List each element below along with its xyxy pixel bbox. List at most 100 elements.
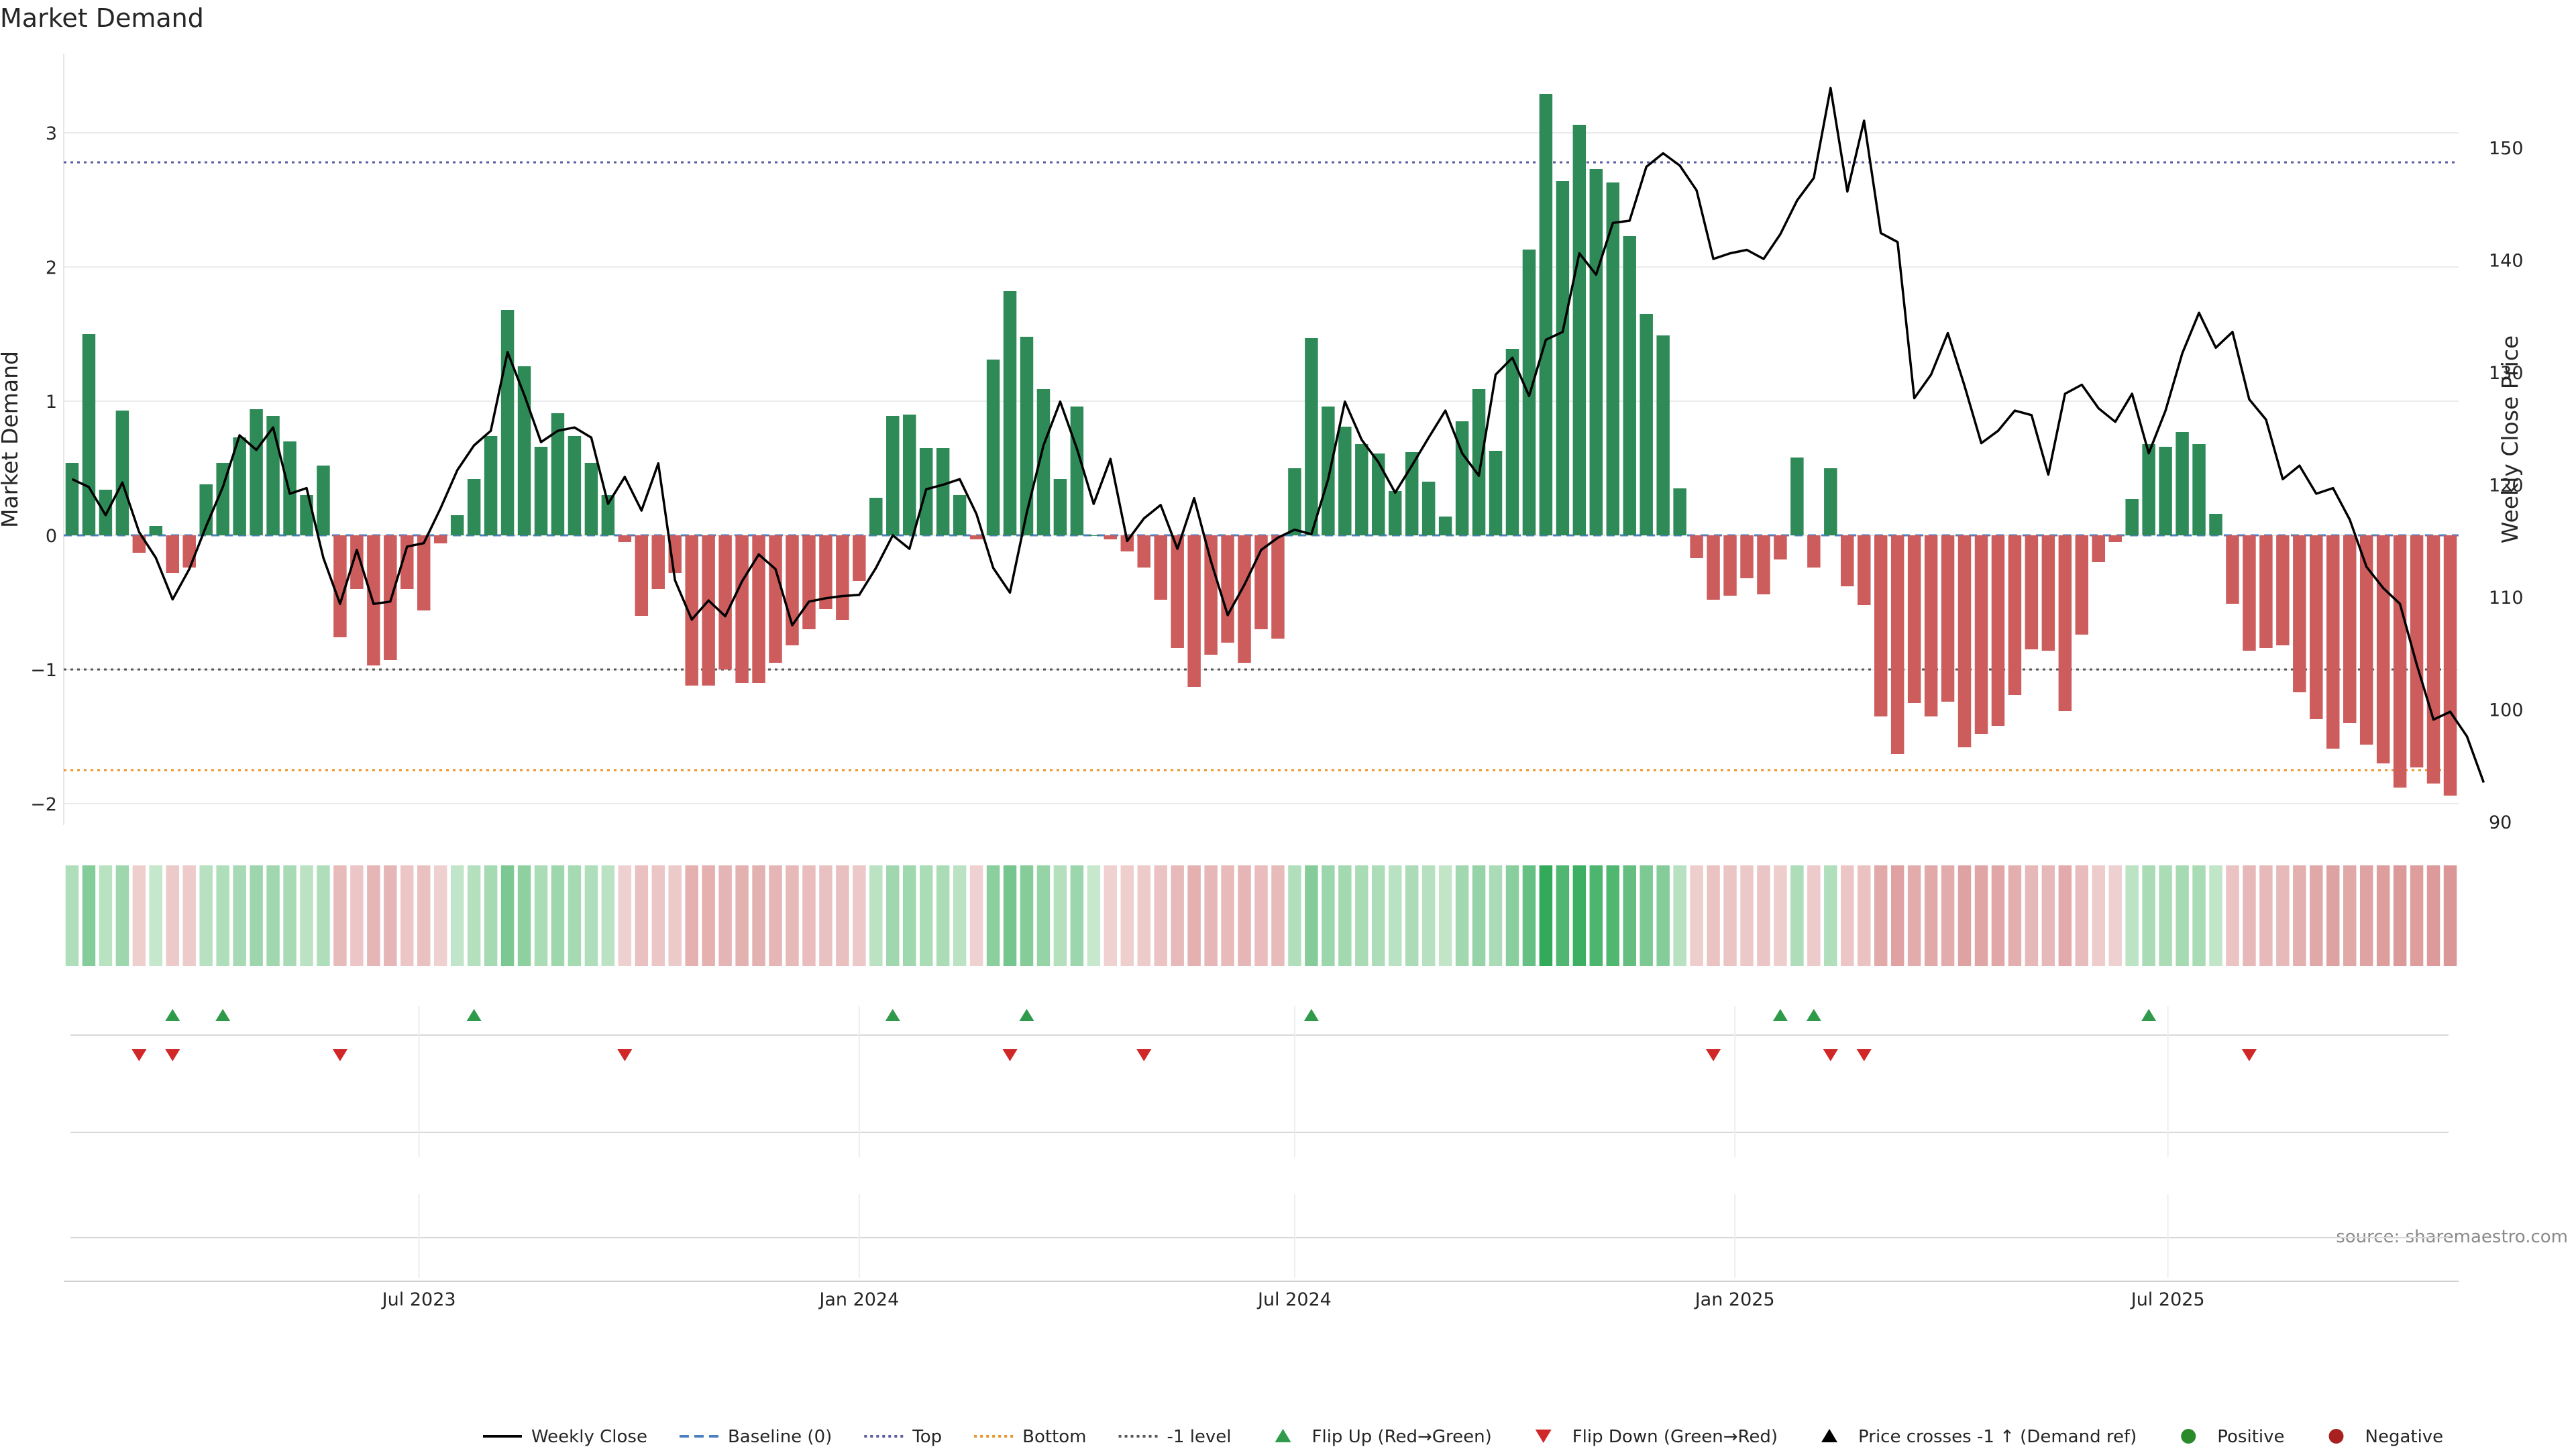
heat-strip-cell (718, 865, 732, 966)
demand-bar (1505, 349, 1519, 535)
demand-bar (986, 360, 1000, 535)
demand-bar (1824, 468, 1837, 535)
legend-swatch (1821, 1429, 1838, 1442)
demand-bar (1841, 535, 1854, 586)
heat-strip-cell (1020, 865, 1034, 966)
demand-bar (1472, 389, 1486, 535)
demand-bar (1740, 535, 1754, 578)
heat-strip-cell (584, 865, 598, 966)
legend-item: Bottom (974, 1427, 1087, 1447)
y-tick-label: −1 (30, 660, 57, 681)
heat-strip-cell (317, 865, 330, 966)
flip-up-marker (165, 1009, 180, 1021)
y-tick-label: −2 (30, 794, 57, 815)
heat-strip-cell (216, 865, 229, 966)
flip-event-panel (70, 1006, 2449, 1278)
demand-bar (551, 413, 565, 535)
demand-bar (182, 535, 196, 568)
heat-strip-cell (1790, 865, 1804, 966)
flip-up-marker (1303, 1009, 1319, 1021)
heat-strip-cell (853, 865, 866, 966)
heat-strip-cell (601, 865, 615, 966)
heat-strip-cell (182, 865, 196, 966)
demand-bar (1556, 181, 1570, 535)
heat-strip-cell (1171, 865, 1184, 966)
demand-bar (2159, 447, 2172, 535)
heat-strip-cell (433, 865, 447, 966)
heat-strip-cell (1690, 865, 1703, 966)
demand-bar (1053, 479, 1067, 535)
heat-strip-cell (1338, 865, 1352, 966)
demand-bar (2226, 535, 2239, 604)
flip-down-marker (1136, 1049, 1152, 1061)
demand-bar (517, 366, 531, 535)
demand-bar (1187, 535, 1201, 687)
heat-strip-cell (1388, 865, 1402, 966)
heat-strip-cell (250, 865, 263, 966)
demand-bar (1941, 535, 1955, 702)
demand-bar (1890, 535, 1904, 754)
heat-strip-cell (1522, 865, 1536, 966)
demand-bar (132, 535, 146, 553)
heat-strip-cell (2192, 865, 2206, 966)
demand-bar (2410, 535, 2424, 767)
demand-bar (1640, 314, 1653, 535)
demand-bars (65, 94, 2457, 796)
y-ticks: −2 −1 0 1 2 3 (30, 123, 57, 815)
demand-bar (2192, 444, 2206, 535)
demand-bar (300, 495, 313, 535)
demand-bar (2008, 535, 2022, 695)
heat-strip-cell (1036, 865, 1051, 966)
legend-item: Baseline (0) (679, 1427, 832, 1447)
demand-bar (350, 535, 364, 589)
heat-strip-cell (886, 865, 900, 966)
demand-bar (417, 535, 431, 610)
demand-bar (1305, 338, 1318, 535)
demand-bar (1036, 389, 1051, 535)
demand-bar (1907, 535, 1921, 703)
heat-strip-cell (1723, 865, 1737, 966)
heat-strip-cell (1288, 865, 1301, 966)
demand-bar (2125, 499, 2139, 535)
demand-bar (869, 498, 883, 535)
heat-strip-cell (2025, 865, 2039, 966)
demand-bar (1355, 444, 1368, 535)
heat-strip-cell (1991, 865, 2005, 966)
demand-bar (853, 535, 866, 581)
heat-strip-cell (1841, 865, 1854, 966)
heat-strip-cell (1405, 865, 1419, 966)
heat-strip-cell (149, 865, 163, 966)
heat-strip-cell (484, 865, 498, 966)
demand-bar (1974, 535, 1988, 734)
demand-bar (836, 535, 849, 620)
heat-strip-cell (618, 865, 632, 966)
demand-bar (65, 463, 79, 535)
demand-bar (115, 411, 129, 535)
demand-bar (936, 448, 950, 535)
heat-strip-cell (233, 865, 246, 966)
demand-bar (1707, 535, 1720, 600)
demand-bar (769, 535, 782, 663)
heat-strip-cell (2393, 865, 2407, 966)
heat-strip-cell (819, 865, 833, 966)
heat-strip-cell (902, 865, 916, 966)
y-tick-label: 0 (46, 526, 57, 547)
heat-strip-cell (2108, 865, 2122, 966)
heat-strip-cell (1238, 865, 1251, 966)
demand-bar (1957, 535, 1972, 747)
heat-strip-cell (1104, 865, 1118, 966)
demand-bar (99, 490, 113, 535)
heat-strip-cell (2359, 865, 2373, 966)
demand-bar (1991, 535, 2005, 726)
heat-strip-cell (936, 865, 950, 966)
demand-bar (786, 535, 799, 645)
heat-strip-cell (969, 865, 983, 966)
legend-label: Price crosses -1 ↑ (Demand ref) (1858, 1427, 2137, 1447)
heat-strip-cell (668, 865, 682, 966)
heat-strip-cell (1890, 865, 1904, 966)
heat-strip-cell (1221, 865, 1234, 966)
heat-strip-cell (1623, 865, 1636, 966)
heat-strip-cell (1640, 865, 1653, 966)
heat-strip-cell (735, 865, 749, 966)
demand-bar (317, 466, 330, 535)
